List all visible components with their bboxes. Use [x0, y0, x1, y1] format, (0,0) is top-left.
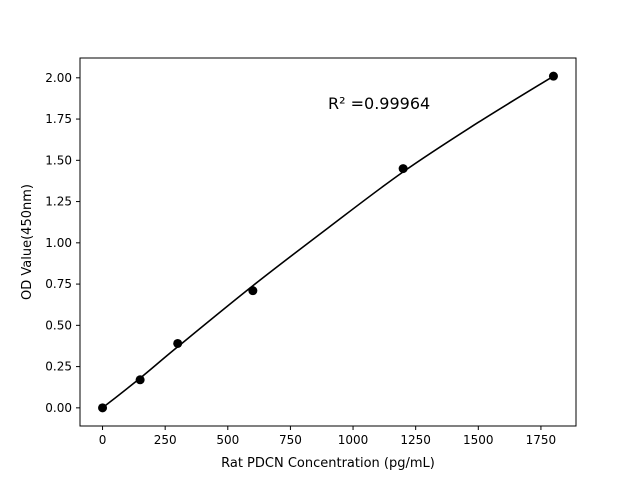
- y-tick-label: 0.50: [45, 318, 72, 332]
- annotation: R² =0.99964: [328, 94, 430, 113]
- data-point: [173, 338, 183, 348]
- x-axis-label: Rat PDCN Concentration (pg/mL): [221, 456, 435, 471]
- y-tick-label: 0.25: [45, 360, 72, 374]
- x-tick-label: 500: [216, 433, 239, 447]
- data-point: [398, 164, 408, 174]
- fit-curve: [102, 75, 554, 409]
- data-point: [98, 403, 108, 413]
- data-point: [135, 375, 145, 385]
- x-tick-label: 1000: [338, 433, 369, 447]
- y-tick-label: 1.25: [45, 195, 72, 209]
- y-tick-label: 1.75: [45, 112, 72, 126]
- x-tick-label: 1500: [463, 433, 494, 447]
- x-tick-label: 1250: [400, 433, 431, 447]
- x-tick-label: 1750: [526, 433, 557, 447]
- x-tick-label: 0: [99, 433, 107, 447]
- axes-frame: [79, 57, 577, 427]
- x-tick-label: 750: [279, 433, 302, 447]
- y-tick-label: 0.75: [45, 277, 72, 291]
- y-tick-label: 0.00: [45, 401, 72, 415]
- y-tick-label: 2.00: [45, 71, 72, 85]
- y-axis-label: OD Value(450nm): [20, 184, 35, 300]
- data-point: [548, 71, 558, 81]
- y-tick-label: 1.00: [45, 236, 72, 250]
- y-tick-label: 1.50: [45, 153, 72, 167]
- data-point: [248, 286, 258, 296]
- x-tick-label: 250: [154, 433, 177, 447]
